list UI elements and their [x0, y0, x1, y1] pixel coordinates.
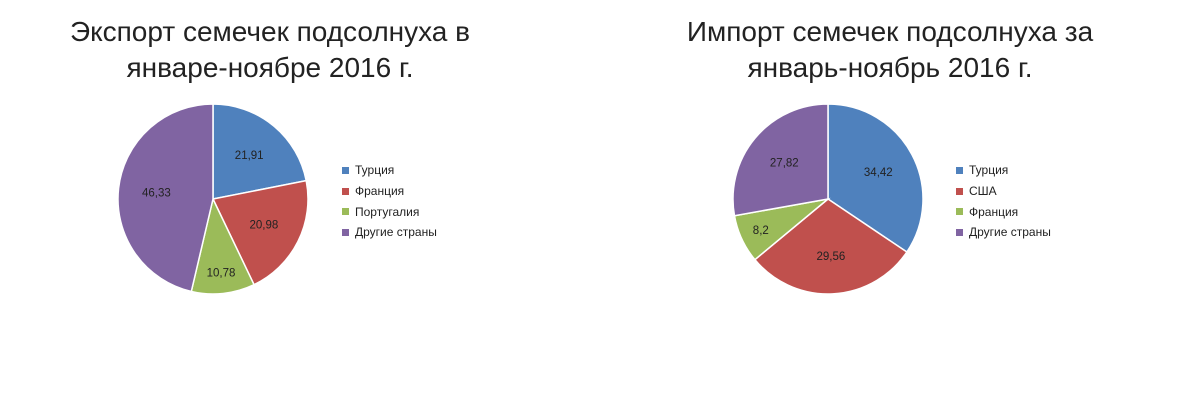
legend-label: Франция [969, 204, 1019, 219]
export-legend-item: Другие страны [342, 222, 437, 243]
export-legend-item: Франция [342, 181, 437, 202]
legend-swatch [342, 208, 349, 216]
import-legend: Турция США Франция Другие страны [956, 160, 1051, 243]
import-legend-item: Франция [956, 201, 1051, 222]
export-legend-item: Португалия [342, 201, 437, 222]
export-chart-title: Экспорт семечек подсолнуха в январе-нояб… [0, 14, 540, 86]
legend-swatch [342, 187, 349, 195]
legend-swatch [342, 166, 349, 174]
import-slice-value-label: 34,42 [864, 167, 893, 179]
export-pie-slice [211, 179, 309, 286]
import-legend-item: Турция [956, 160, 1051, 181]
import-pie-slice [827, 103, 924, 254]
export-title-line-2: январе-ноябре 2016 г. [126, 52, 414, 83]
import-pie-chart: Импорт семечек подсолнуха за январь-нояб… [600, 0, 1200, 400]
legend-swatch [956, 187, 963, 195]
legend-label: Турция [969, 163, 1009, 178]
import-pie-svg: 34,42 29,56 8,2 27,82 [732, 103, 924, 295]
export-pie-svg: 21,91 20,98 10,78 46,33 [117, 103, 309, 295]
export-pie-chart: Экспорт семечек подсолнуха в январе-нояб… [0, 14, 540, 295]
legend-label: Другие страны [355, 225, 437, 240]
import-chart-title: Импорт семечек подсолнуха за январь-нояб… [620, 14, 1160, 86]
import-slice-value-label: 27,82 [770, 157, 799, 169]
export-pie-slice [117, 103, 214, 293]
export-legend-item: Турция [342, 160, 437, 181]
import-title-line-2: январь-ноябрь 2016 г. [747, 52, 1033, 83]
export-slice-value-label: 21,91 [235, 150, 264, 162]
legend-label: Франция [355, 184, 405, 199]
export-slice-value-label: 20,98 [250, 220, 279, 232]
legend-label: Другие страны [969, 225, 1051, 240]
import-title-line-1: Импорт семечек подсолнуха за [686, 16, 1094, 47]
legend-swatch [956, 166, 963, 174]
export-title-line-1: Экспорт семечек подсолнуха в [69, 16, 471, 47]
legend-swatch [956, 208, 963, 216]
export-slice-value-label: 46,33 [142, 187, 171, 199]
legend-label: США [969, 184, 997, 199]
export-legend: Турция Франция Португалия Другие страны [342, 160, 437, 243]
export-pie-slice [212, 103, 308, 200]
export-slice-value-label: 10,78 [207, 268, 236, 280]
import-slice-value-label: 8,2 [753, 225, 769, 237]
legend-swatch [342, 228, 349, 236]
import-slice-value-label: 29,56 [817, 251, 846, 263]
legend-label: Португалия [355, 204, 420, 219]
import-legend-item: США [956, 181, 1051, 202]
import-legend-item: Другие страны [956, 222, 1051, 243]
legend-label: Турция [355, 163, 395, 178]
import-pie-slice [732, 103, 829, 217]
legend-swatch [956, 228, 963, 236]
import-pie-slice [753, 198, 908, 295]
